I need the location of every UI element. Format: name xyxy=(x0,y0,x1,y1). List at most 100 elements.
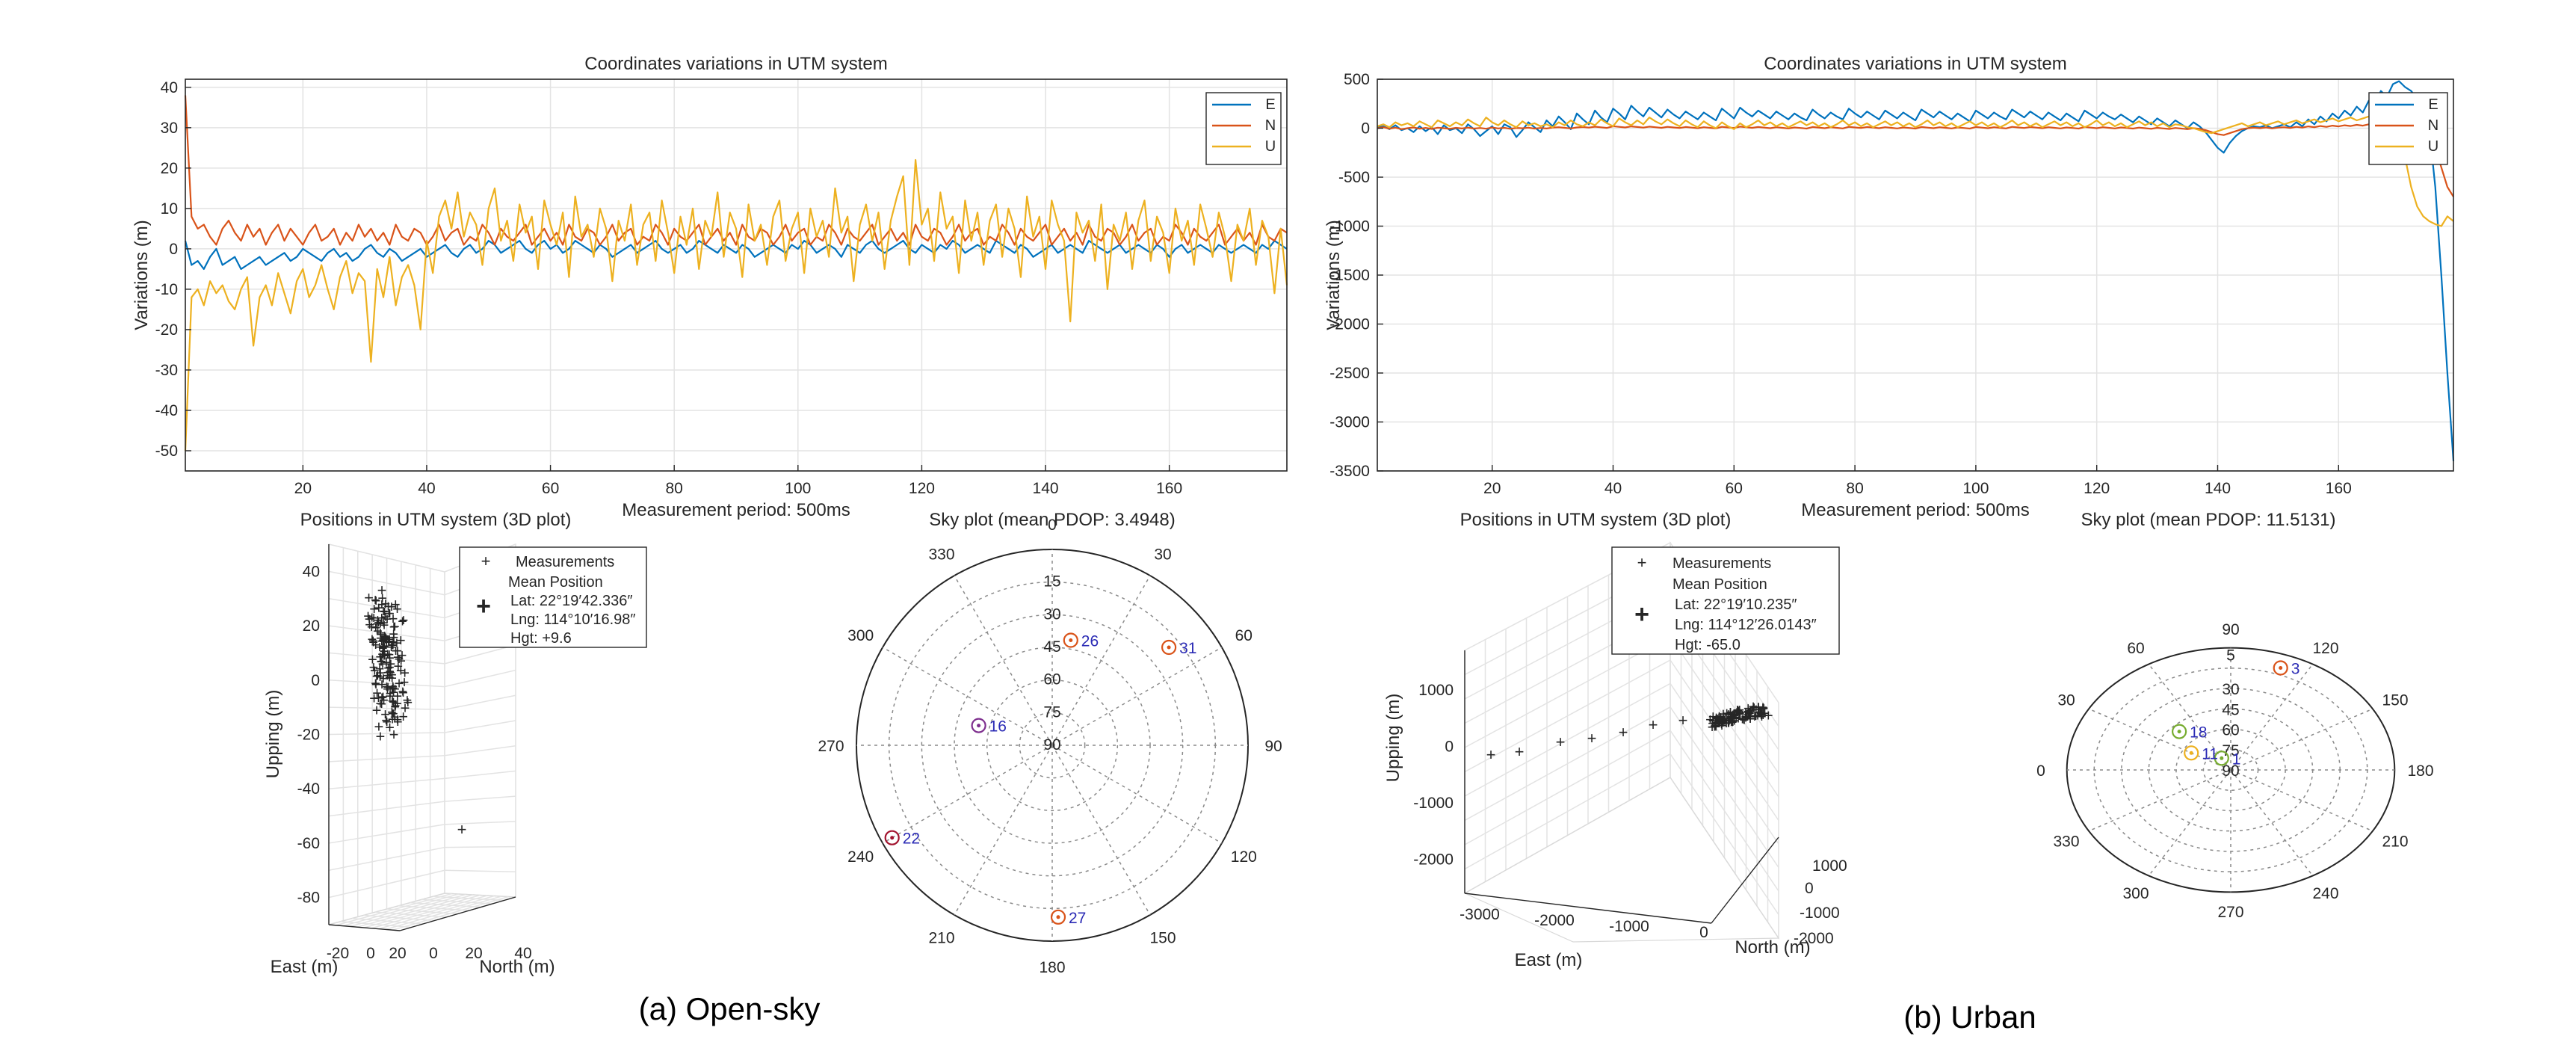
measurement-marker-icon: + xyxy=(481,552,491,570)
measurement-point: + xyxy=(1754,703,1764,722)
measurement-point: + xyxy=(1727,707,1737,726)
x-tick-label: 80 xyxy=(666,480,683,497)
urban-time-series-chart: 20 40 60 80 100 120 140 160 500 0 -500 -1000 -1500 -2… xyxy=(1323,54,2455,520)
satellite-dot xyxy=(1167,645,1171,650)
measurement-point: + xyxy=(1740,710,1749,729)
measurement-point: + xyxy=(365,609,374,628)
measurement-point: + xyxy=(1720,709,1730,728)
y-axis-label: Variations (m) xyxy=(1323,220,1344,330)
measurement-point: + xyxy=(1711,713,1720,732)
x-tick-label: 100 xyxy=(1962,480,1989,497)
floor-grid-line xyxy=(410,902,481,908)
measurement-point: + xyxy=(371,591,380,609)
azimuth-label: 180 xyxy=(1039,959,1065,976)
measurement-point: + xyxy=(383,645,392,664)
measurement-point: + xyxy=(392,710,402,729)
measurement-point: + xyxy=(377,675,387,694)
azimuth-spoke xyxy=(2088,708,2231,771)
measurement-point: + xyxy=(1726,703,1735,721)
measurement-point: + xyxy=(380,608,390,626)
z-tick-label: -80 xyxy=(297,890,320,907)
floor-grid-line xyxy=(378,895,495,930)
y-tick-label: -2500 xyxy=(1329,365,1370,382)
x-tick-label: 40 xyxy=(1604,480,1622,497)
measurement-point: + xyxy=(389,609,398,628)
measurement-point: + xyxy=(398,646,407,665)
legend-label-n: N xyxy=(1265,117,1276,134)
azimuth-label: 330 xyxy=(928,546,954,564)
measurement-point: + xyxy=(1726,703,1735,721)
measurement-point: + xyxy=(368,633,378,652)
measurement-point: + xyxy=(393,657,403,676)
measurement-point: + xyxy=(388,677,398,695)
z-grid-line xyxy=(444,845,516,848)
y-tick-label: 10 xyxy=(161,200,178,218)
z-axis-label: Upping (m) xyxy=(1383,694,1403,783)
measurement-point: + xyxy=(1741,703,1750,721)
measurement-point: + xyxy=(371,674,380,693)
azimuth-spoke xyxy=(882,647,1053,746)
measurement-point: + xyxy=(390,617,400,635)
elevation-label: 45 xyxy=(2222,701,2239,718)
measurement-point: + xyxy=(1741,709,1751,727)
measurement-point: + xyxy=(383,597,393,615)
azimuth-label: 0 xyxy=(2036,762,2045,780)
x-axis-line xyxy=(328,924,401,931)
measurement-point: + xyxy=(1758,697,1768,716)
measurement-point: + xyxy=(1717,716,1727,735)
legend-mean: Mean Position xyxy=(508,574,603,591)
satellite-3: 3 xyxy=(2273,660,2299,678)
y-tick-label: 0 xyxy=(1805,880,1814,897)
measurement-point: + xyxy=(370,661,380,680)
x-tick-label: 120 xyxy=(2084,480,2110,497)
measurement-point: + xyxy=(1757,705,1767,724)
measurement-point: + xyxy=(1741,708,1751,727)
chart-title: Coordinates variations in UTM system xyxy=(1764,54,2066,74)
azimuth-label: 240 xyxy=(847,848,874,866)
measurement-point: + xyxy=(385,668,395,687)
measurement-point: + xyxy=(377,652,386,671)
z-grid-line xyxy=(444,795,516,802)
y-tick-label: 1000 xyxy=(1812,857,1847,875)
measurement-point: + xyxy=(385,604,395,623)
measurement-point: + xyxy=(389,678,398,697)
measurement-point: + xyxy=(381,630,391,649)
measurement-point: + xyxy=(1728,709,1738,727)
measurement-point: + xyxy=(396,652,406,671)
elevation-label: 90 xyxy=(2222,762,2239,780)
measurement-point: + xyxy=(1649,715,1658,734)
measurement-point: + xyxy=(369,689,379,708)
measurement-point: + xyxy=(1711,717,1720,736)
x-tick-label: 160 xyxy=(1156,480,1182,497)
y-tick-label: -3500 xyxy=(1329,463,1370,480)
x-tick-label: 120 xyxy=(909,480,935,497)
measurement-point: + xyxy=(1708,718,1717,736)
y-tick-label: -50 xyxy=(155,443,178,460)
open-sky-time-series-chart: 20 40 60 80 100 120 140 160403020100-10-20-30-4… xyxy=(132,54,1288,520)
measurement-point-outlier: + xyxy=(457,820,467,839)
satellite-prn-label: 18 xyxy=(2190,724,2207,742)
satellite-marker-icon xyxy=(2273,660,2288,676)
measurement-point: + xyxy=(379,691,389,709)
measurement-point: + xyxy=(398,707,408,726)
measurement-point: + xyxy=(1714,708,1724,727)
measurement-point: + xyxy=(400,673,410,691)
measurement-point: + xyxy=(389,617,399,636)
measurement-point: + xyxy=(377,588,387,607)
measurement-point: + xyxy=(375,638,385,656)
measurement-point: + xyxy=(379,613,389,632)
measurement-marker-icon: + xyxy=(1637,553,1647,572)
measurement-point: + xyxy=(1708,707,1718,726)
measurement-point: + xyxy=(1724,714,1734,733)
measurement-point: + xyxy=(1758,700,1768,718)
measurement-point: + xyxy=(1729,712,1739,730)
measurement-point: + xyxy=(1723,714,1733,733)
chart-title: Positions in UTM system (3D plot) xyxy=(300,510,572,530)
azimuth-spoke xyxy=(2148,769,2231,876)
measurement-point: + xyxy=(1718,713,1728,732)
legend-lat: Lat: 22°19′42.336″ xyxy=(510,593,632,609)
measurement-point: + xyxy=(377,608,386,627)
satellite-dot xyxy=(2220,756,2224,760)
legend-mean: Mean Position xyxy=(1672,576,1767,593)
measurement-point: + xyxy=(1757,707,1767,726)
